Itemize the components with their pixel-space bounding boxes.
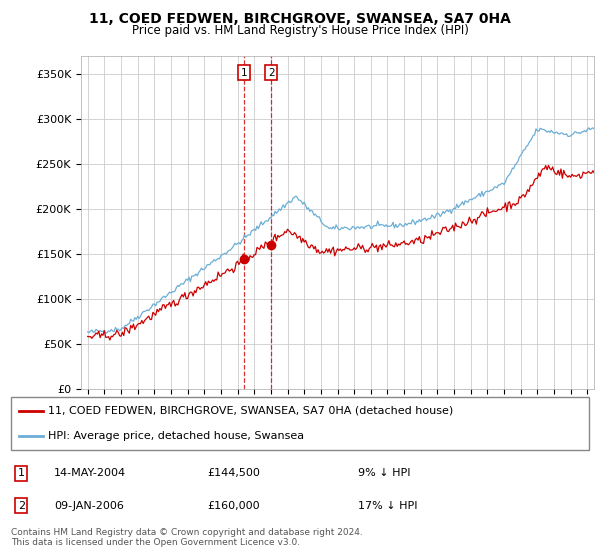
- Text: 11, COED FEDWEN, BIRCHGROVE, SWANSEA, SA7 0HA: 11, COED FEDWEN, BIRCHGROVE, SWANSEA, SA…: [89, 12, 511, 26]
- Text: £144,500: £144,500: [208, 468, 260, 478]
- Text: 2: 2: [18, 501, 25, 511]
- Text: 9% ↓ HPI: 9% ↓ HPI: [358, 468, 410, 478]
- Text: 2: 2: [268, 68, 275, 78]
- Text: 11, COED FEDWEN, BIRCHGROVE, SWANSEA, SA7 0HA (detached house): 11, COED FEDWEN, BIRCHGROVE, SWANSEA, SA…: [49, 406, 454, 416]
- Text: 1: 1: [18, 468, 25, 478]
- Text: 09-JAN-2006: 09-JAN-2006: [54, 501, 124, 511]
- Text: 14-MAY-2004: 14-MAY-2004: [54, 468, 127, 478]
- Text: HPI: Average price, detached house, Swansea: HPI: Average price, detached house, Swan…: [49, 431, 305, 441]
- Text: Contains HM Land Registry data © Crown copyright and database right 2024.
This d: Contains HM Land Registry data © Crown c…: [11, 528, 362, 547]
- FancyBboxPatch shape: [11, 397, 589, 450]
- Text: 17% ↓ HPI: 17% ↓ HPI: [358, 501, 418, 511]
- Text: £160,000: £160,000: [208, 501, 260, 511]
- Text: 1: 1: [241, 68, 247, 78]
- Text: Price paid vs. HM Land Registry's House Price Index (HPI): Price paid vs. HM Land Registry's House …: [131, 24, 469, 36]
